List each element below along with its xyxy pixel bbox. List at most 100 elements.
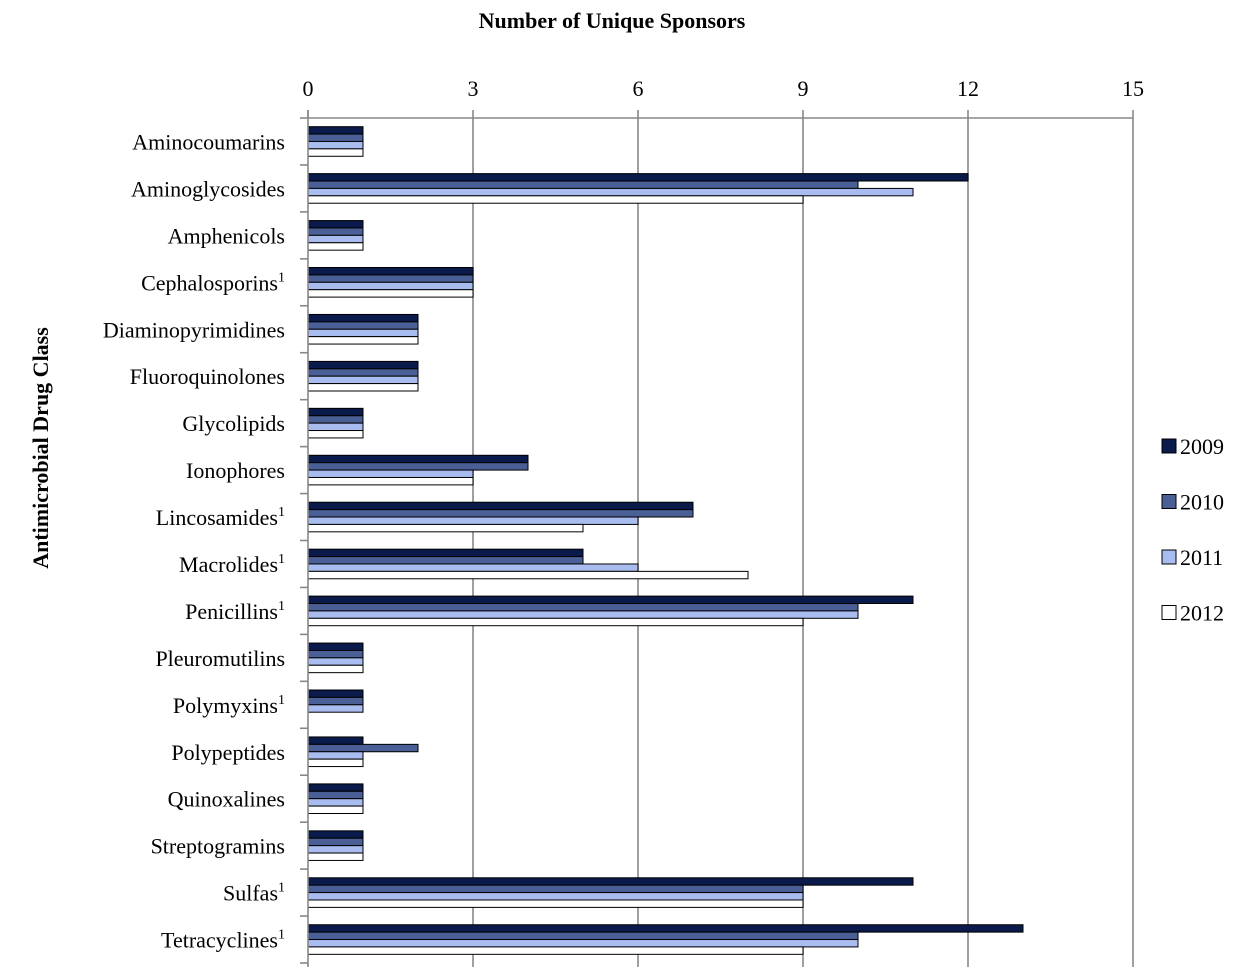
bar-2009	[307, 267, 474, 276]
category-label: Glycolipids	[182, 411, 285, 436]
bar-2011	[307, 563, 639, 572]
bar-2011	[307, 892, 804, 901]
bar-2009	[307, 830, 364, 839]
bar-2009	[307, 548, 584, 558]
category-label: Penicillins1	[185, 599, 285, 624]
bar-2009	[307, 220, 364, 229]
bar-2009	[307, 313, 419, 323]
category-label: Diaminopyrimidines	[103, 317, 285, 342]
bar-2012	[307, 758, 364, 768]
bar-2010	[307, 509, 694, 518]
category-label: Ionophores	[186, 458, 285, 483]
bar-2010	[307, 274, 474, 283]
bar-2012	[307, 195, 804, 204]
category-label: Lincosamides1	[156, 505, 285, 530]
bar-2011	[307, 469, 474, 478]
bar-2011	[307, 422, 364, 432]
bar-2009	[307, 501, 694, 511]
category-label: Aminoglycosides	[131, 176, 285, 201]
category-label: Aminocoumarins	[132, 129, 285, 154]
bar-2012	[307, 664, 364, 674]
bar-2009	[307, 173, 969, 182]
bar-2010	[307, 696, 364, 706]
x-tick-label: 6	[633, 76, 644, 101]
bar-2012	[307, 242, 364, 251]
bar-2009	[307, 924, 1024, 933]
bar-2010	[307, 227, 364, 236]
bar-2010	[307, 884, 804, 894]
bar-2009	[307, 736, 364, 745]
category-label: Polymyxins1	[173, 693, 285, 718]
bar-2009	[307, 877, 914, 886]
bar-2009	[307, 689, 364, 698]
legend-swatch	[1161, 605, 1177, 620]
bar-2010	[307, 931, 859, 941]
bar-2011	[307, 657, 364, 666]
bar-2011	[307, 234, 364, 244]
x-tick-label: 15	[1122, 76, 1144, 101]
category-label: Tetracyclines1	[161, 928, 285, 953]
bar-2010	[307, 133, 364, 142]
bar-2012	[307, 336, 419, 345]
bar-2009	[307, 126, 364, 135]
bar-2010	[307, 180, 859, 189]
bar-2011	[307, 281, 474, 291]
bar-2011	[307, 845, 364, 854]
category-label: Streptogramins	[151, 834, 285, 859]
bar-2009	[307, 454, 529, 464]
bar-2012	[307, 523, 584, 533]
bar-2009	[307, 642, 364, 651]
bar-2011	[307, 939, 859, 948]
bar-2011	[307, 375, 419, 385]
category-label: Sulfas1	[223, 881, 285, 906]
bar-2010	[307, 321, 419, 330]
bar-2011	[307, 704, 364, 713]
x-tick-label: 9	[798, 76, 809, 101]
category-label: Macrolides1	[179, 552, 285, 577]
legend-label: 2009	[1180, 434, 1224, 459]
legend-swatch	[1161, 494, 1177, 509]
bar-2010	[307, 368, 419, 377]
y-axis-label: Antimicrobial Drug Class	[28, 327, 53, 569]
category-label: Fluoroquinolones	[130, 364, 285, 389]
chart-title: Number of Unique Sponsors	[479, 8, 746, 33]
bar-2010	[307, 603, 859, 612]
bar-2012	[307, 899, 804, 908]
bar-2010	[307, 556, 584, 565]
bar-2010	[307, 462, 529, 471]
category-label: Amphenicols	[168, 223, 285, 248]
x-tick-labels: 0 3 6 9 12 15	[303, 76, 1145, 101]
bar-2009	[307, 407, 364, 417]
legend-swatch	[1161, 438, 1177, 454]
gridlines	[307, 110, 1134, 967]
bar-2010	[307, 837, 364, 847]
axes	[300, 110, 1133, 967]
legend-label: 2012	[1180, 601, 1224, 626]
bar-2011	[307, 140, 364, 150]
bar-2009	[307, 360, 419, 370]
bar-2012	[307, 476, 474, 486]
category-labels: Aminocoumarins Aminoglycosides Amphenicols…	[103, 129, 285, 952]
bar-2012	[307, 289, 474, 298]
bar-2009	[307, 595, 914, 605]
x-tick-label: 3	[468, 76, 479, 101]
category-label: Cephalosporins1	[141, 270, 285, 295]
bar-2012	[307, 148, 364, 157]
legend-label: 2011	[1180, 545, 1223, 570]
bars	[307, 126, 1024, 955]
bar-2011	[307, 751, 364, 760]
bar-2012	[307, 946, 804, 955]
bar-2010	[307, 649, 364, 659]
bar-2011	[307, 516, 639, 525]
legend-label: 2010	[1180, 490, 1224, 515]
bar-2012	[307, 430, 364, 439]
bar-2010	[307, 415, 364, 424]
bar-2011	[307, 328, 419, 338]
legend: 2009 2010 2011 2012	[1161, 434, 1224, 626]
bar-2010	[307, 790, 364, 800]
category-label: Quinoxalines	[168, 787, 285, 812]
x-tick-label: 0	[303, 76, 314, 101]
bar-2009	[307, 783, 364, 792]
category-label: Polypeptides	[171, 740, 285, 765]
